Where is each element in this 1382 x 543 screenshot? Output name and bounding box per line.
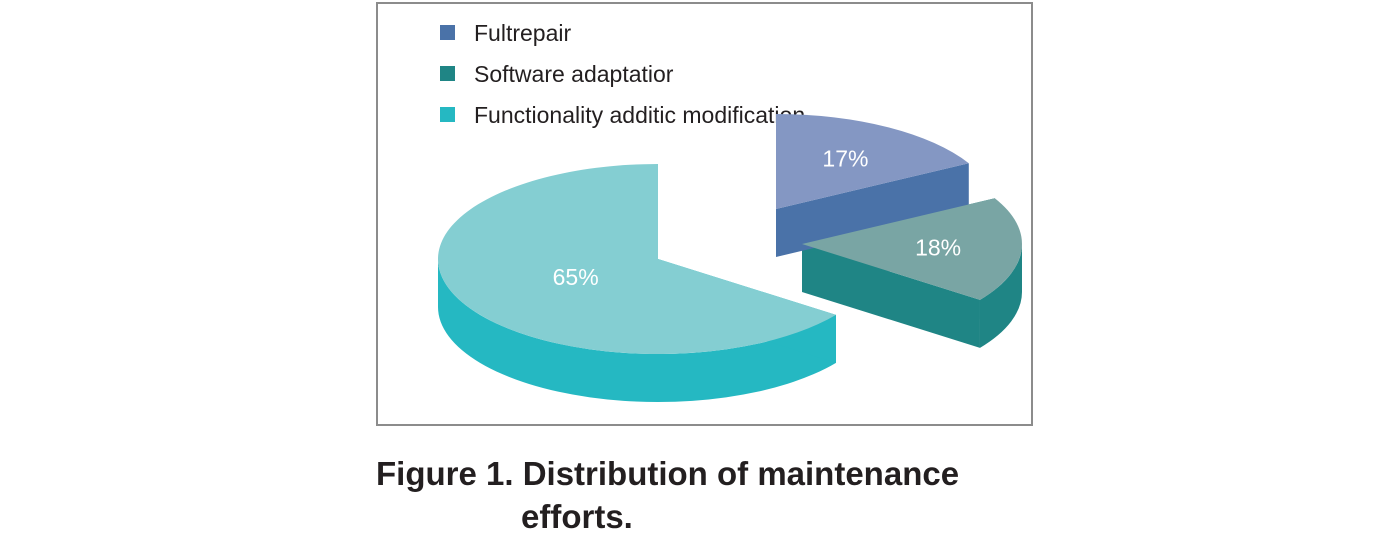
caption-line-2: efforts. xyxy=(521,498,633,535)
slice-top-0 xyxy=(776,114,969,209)
slice-cut-1-1 xyxy=(802,244,980,348)
legend-label-2: Functionality additic modification xyxy=(474,102,805,128)
legend: Fultrepair Software adaptatior Functionali… xyxy=(440,20,805,128)
slice-side-2-0 xyxy=(438,259,836,402)
legend-label-1: Software adaptatior xyxy=(474,61,674,87)
slice-side-1-0 xyxy=(979,244,1022,348)
slice-cut-0-1 xyxy=(776,163,969,257)
legend-swatch-1 xyxy=(440,66,455,81)
slice-labels: 17% 18% 65% xyxy=(553,145,962,290)
chart-frame: Fultrepair Software adaptatior Functionali… xyxy=(376,2,1033,426)
slice-label-1: 18% xyxy=(915,235,961,261)
legend-swatch-2 xyxy=(440,107,455,122)
legend-swatch-0 xyxy=(440,25,455,40)
slice-label-2: 65% xyxy=(553,264,599,290)
legend-label-0: Fultrepair xyxy=(474,20,571,46)
pie-chart: Fultrepair Software adaptatior Functionali… xyxy=(438,20,1022,402)
slice-label-0: 17% xyxy=(822,145,868,171)
caption-line-1: Figure 1. Distribution of maintenance xyxy=(376,455,960,492)
figure-caption: Figure 1. Distribution of maintenance ef… xyxy=(376,452,996,538)
pie-slices xyxy=(438,114,1022,402)
slice-top-2 xyxy=(438,163,836,354)
slice-top-1 xyxy=(802,198,1022,300)
